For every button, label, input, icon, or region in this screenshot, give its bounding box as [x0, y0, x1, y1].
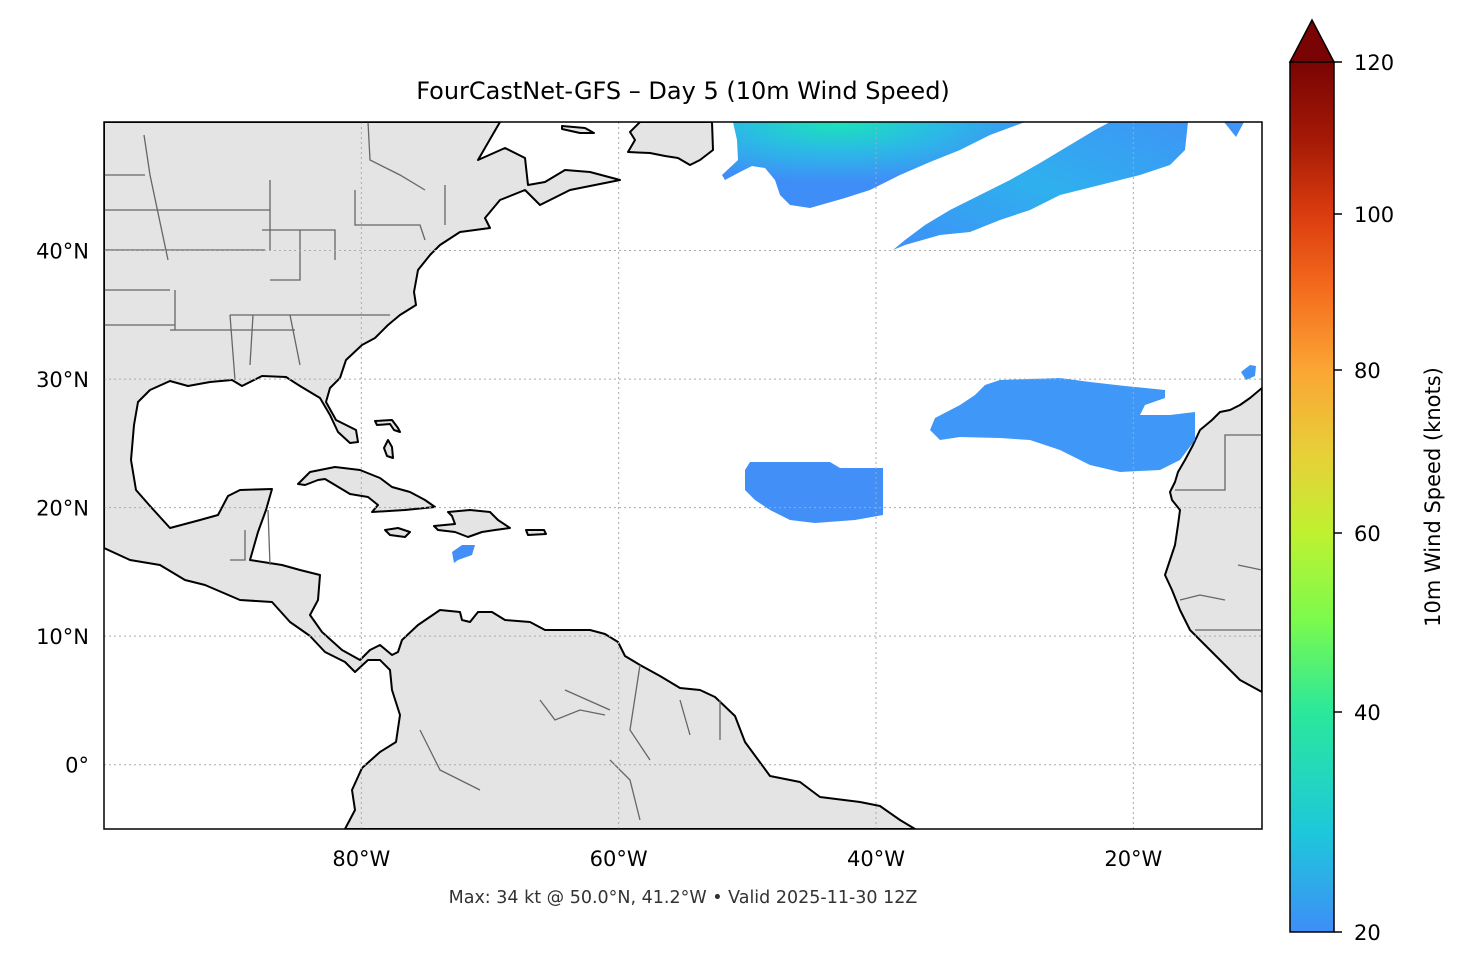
- gridlines: [104, 122, 1262, 829]
- lon-tick-label: 40°W: [847, 847, 905, 871]
- lat-tick-label: 20°N: [36, 497, 89, 521]
- colorbar: 20 40 60 80 100 120 10m Wind Speed (knots): [1288, 18, 1445, 945]
- lat-tick-label: 10°N: [36, 625, 89, 649]
- wind-region-north-central: [722, 122, 1025, 208]
- chart-title: FourCastNet-GFS – Day 5 (10m Wind Speed): [416, 77, 950, 105]
- puerto-rico-island: [525, 529, 547, 536]
- lat-tick-label: 0°: [65, 754, 89, 778]
- colorbar-tick-label: 100: [1354, 203, 1394, 227]
- wind-speed-field: [452, 122, 1256, 563]
- wind-region-subtropical-east: [930, 378, 1195, 472]
- max-wind-footer: Max: 34 kt @ 50.0°N, 41.2°W • Valid 2025…: [449, 888, 918, 908]
- newfoundland-island: [627, 122, 714, 166]
- wind-region-subtropical-central: [745, 462, 883, 523]
- colorbar-tick-label: 80: [1354, 359, 1381, 383]
- lat-tick-label: 30°N: [36, 368, 89, 392]
- lon-tick-label: 20°W: [1104, 847, 1162, 871]
- map-area: [104, 122, 1262, 829]
- colorbar-tick-label: 20: [1354, 921, 1381, 945]
- anticosti-island: [561, 125, 595, 134]
- colorbar-ticks: 20 40 60 80 100 120: [1334, 51, 1394, 945]
- map-frame: [103, 121, 1263, 830]
- colorbar-label: 10m Wind Speed (knots): [1421, 367, 1445, 627]
- bahamas-island: [374, 419, 401, 459]
- longitude-labels: 80°W 60°W 40°W 20°W: [332, 847, 1162, 871]
- colorbar-tick-label: 60: [1354, 522, 1381, 546]
- wind-region-caribbean: [452, 545, 475, 563]
- wind-region-canary: [1241, 365, 1256, 380]
- cuba-island: [297, 466, 436, 513]
- political-borders: [104, 122, 1262, 821]
- wind-region-northeast-band: [893, 122, 1188, 250]
- wind-region-top-right: [1224, 122, 1244, 137]
- latitude-labels: 40°N 30°N 20°N 10°N 0°: [36, 240, 89, 778]
- jamaica-island: [384, 527, 411, 538]
- colorbar-tick-label: 40: [1354, 701, 1381, 725]
- lat-tick-label: 40°N: [36, 240, 89, 264]
- lon-tick-label: 80°W: [332, 847, 390, 871]
- lon-tick-label: 60°W: [590, 847, 648, 871]
- colorbar-extend-arrow: [1288, 18, 1336, 63]
- africa-landmass: [1164, 387, 1262, 693]
- americas-landmass: [104, 122, 916, 829]
- colorbar-tick-label: 120: [1354, 51, 1394, 75]
- hispaniola-island: [433, 509, 511, 538]
- colorbar-gradient: [1289, 61, 1335, 933]
